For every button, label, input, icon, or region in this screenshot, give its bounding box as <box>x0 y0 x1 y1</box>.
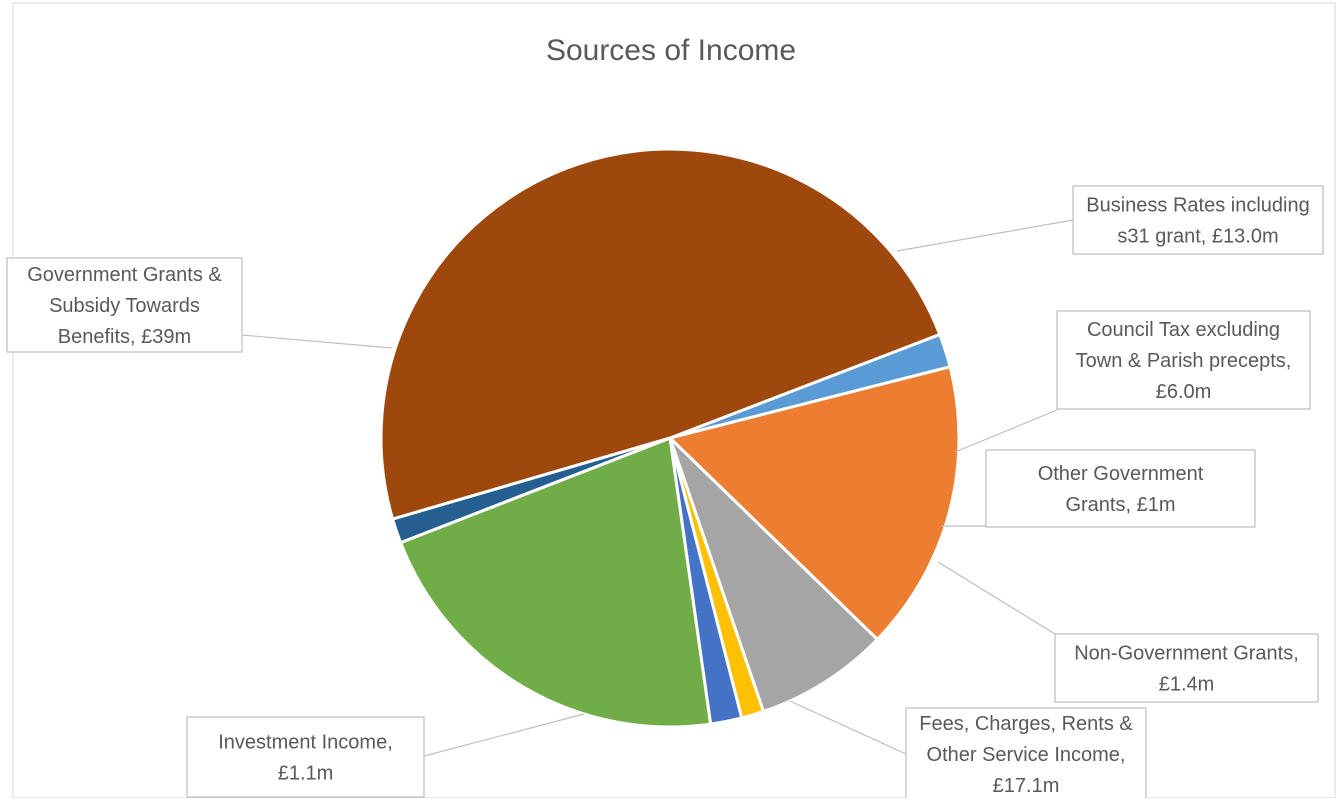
data-label-text: Grants, £1m <box>1065 494 1175 516</box>
data-label-box <box>905 707 1147 801</box>
data-label-6: Fees, Charges, Rents & Other Service Inco… <box>905 707 1147 801</box>
leader-line-8 <box>241 334 393 349</box>
leader-lines <box>241 219 1074 757</box>
data-label-text: Investment Income, <box>218 732 393 754</box>
data-label-text: £6.0m <box>1156 381 1212 403</box>
data-label-3: Council Tax excluding Town & Parish prece… <box>1056 310 1311 410</box>
data-label-text: £1.4m <box>1159 674 1215 696</box>
leader-line-3 <box>954 409 1058 453</box>
leader-line-2 <box>896 219 1074 252</box>
data-label-text: Benefits, £39m <box>58 326 191 348</box>
pie-slice-3 <box>668 436 879 713</box>
data-label-box <box>186 716 425 798</box>
data-label-4: Other Government Grants, £1m <box>985 449 1256 528</box>
data-label-box <box>6 257 243 353</box>
data-label-text: £1.1m <box>278 763 334 785</box>
pie-slices <box>379 147 961 729</box>
data-label-box <box>1056 310 1311 410</box>
data-label-box <box>1072 185 1324 255</box>
leader-line-5 <box>937 561 1056 635</box>
data-label-text: Other Service Income, <box>927 744 1126 766</box>
data-label-text: s31 grant, £13.0m <box>1117 226 1278 248</box>
data-label-text: £17.1m <box>993 775 1060 797</box>
data-label-text: Government Grants & <box>27 264 222 286</box>
data-label-text: Town & Parish precepts, <box>1076 350 1292 372</box>
data-label-text: Council Tax excluding <box>1087 319 1280 341</box>
data-label-8: Government Grants & Subsidy Towards Benefi… <box>6 257 243 353</box>
leader-line-6 <box>789 700 907 755</box>
data-label-7: Investment Income, £1.1m <box>186 716 425 798</box>
pie-slice-2 <box>668 365 961 641</box>
data-label-box <box>1054 633 1319 703</box>
chart-title: Sources of Income <box>546 34 796 67</box>
data-label-text: Non-Government Grants, <box>1074 643 1299 665</box>
data-label-text: Business Rates including <box>1086 195 1309 217</box>
pie-slice-8 <box>379 147 942 521</box>
data-label-text: Other Government <box>1038 463 1204 485</box>
data-label-5: Non-Government Grants, £1.4m <box>1054 633 1319 703</box>
leader-line-7 <box>423 713 585 757</box>
pie-slice-6 <box>399 436 713 729</box>
data-label-text: Subsidy Towards <box>49 295 200 317</box>
data-label-box <box>985 449 1256 528</box>
data-label-text: Fees, Charges, Rents & <box>919 713 1133 735</box>
data-labels: Business Rates including s31 grant, £13.0… <box>6 185 1324 801</box>
data-label-2: Business Rates including s31 grant, £13.0… <box>1072 185 1324 255</box>
